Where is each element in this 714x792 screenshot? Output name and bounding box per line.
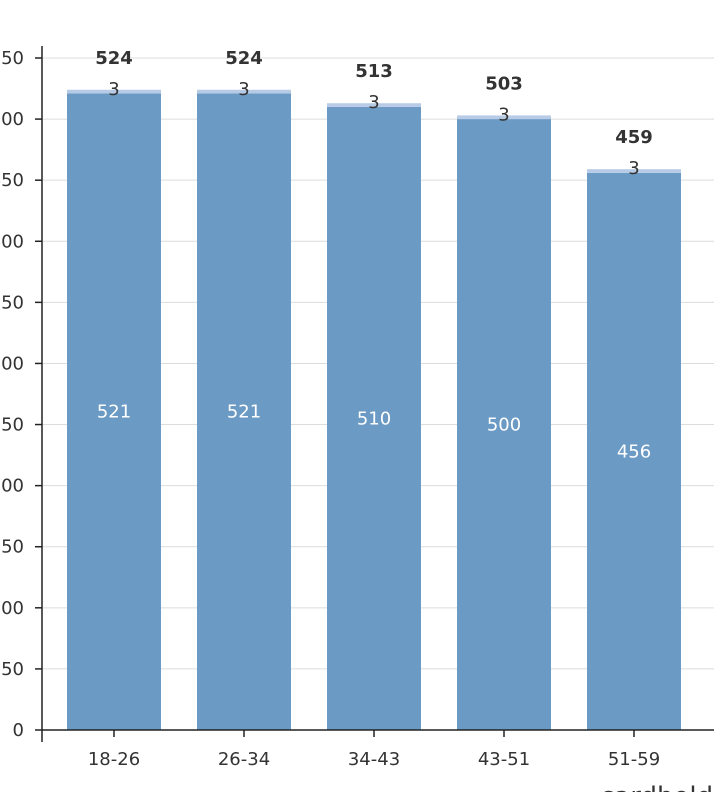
total-label: 513 <box>355 61 393 82</box>
total-label: 459 <box>615 127 653 148</box>
y-tick-label: 250 <box>0 415 24 436</box>
bar-segment <box>457 119 551 730</box>
segment-label: 3 <box>628 158 639 179</box>
y-tick-label: 350 <box>0 292 24 313</box>
segment-label: 3 <box>108 79 119 100</box>
y-tick-label: 400 <box>0 231 24 252</box>
total-label: 503 <box>485 73 523 94</box>
x-tick-label: 43-51 <box>478 749 530 770</box>
y-tick-label: 500 <box>0 109 24 130</box>
y-tick-label: 200 <box>0 476 24 497</box>
segment-label: 3 <box>368 92 379 113</box>
bar-segment <box>327 103 421 107</box>
segment-label: 3 <box>238 79 249 100</box>
bar-segment <box>327 106 421 730</box>
x-tick-label: 34-43 <box>348 749 400 770</box>
segment-label: 500 <box>487 415 521 436</box>
bar-segment <box>197 89 291 94</box>
bar-segment <box>457 115 551 120</box>
segment-label: 456 <box>617 441 651 462</box>
y-tick-label: 100 <box>0 598 24 619</box>
x-tick-label: 18-26 <box>88 749 140 770</box>
y-tick-label: 450 <box>0 170 24 191</box>
segment-label: 521 <box>227 402 261 423</box>
bar-segment <box>67 89 161 94</box>
segment-label: 521 <box>97 402 131 423</box>
total-label: 524 <box>225 48 263 69</box>
bar-segment <box>67 93 161 730</box>
y-tick-label: 50 <box>1 659 24 680</box>
y-tick-label: 550 <box>0 48 24 69</box>
x-tick-label: 26-34 <box>218 749 270 770</box>
y-tick-label: 150 <box>0 537 24 558</box>
x-tick-label: 51-59 <box>608 749 660 770</box>
y-tick-label: 0 <box>13 720 24 741</box>
bar-segment <box>587 169 681 173</box>
bar-segment <box>197 93 291 730</box>
bar-segment <box>587 172 681 731</box>
segment-label: 3 <box>498 104 509 125</box>
x-axis-label: cardhold <box>600 782 713 792</box>
y-tick-label: 300 <box>0 353 24 374</box>
total-label: 524 <box>95 48 133 69</box>
segment-label: 510 <box>357 408 391 429</box>
